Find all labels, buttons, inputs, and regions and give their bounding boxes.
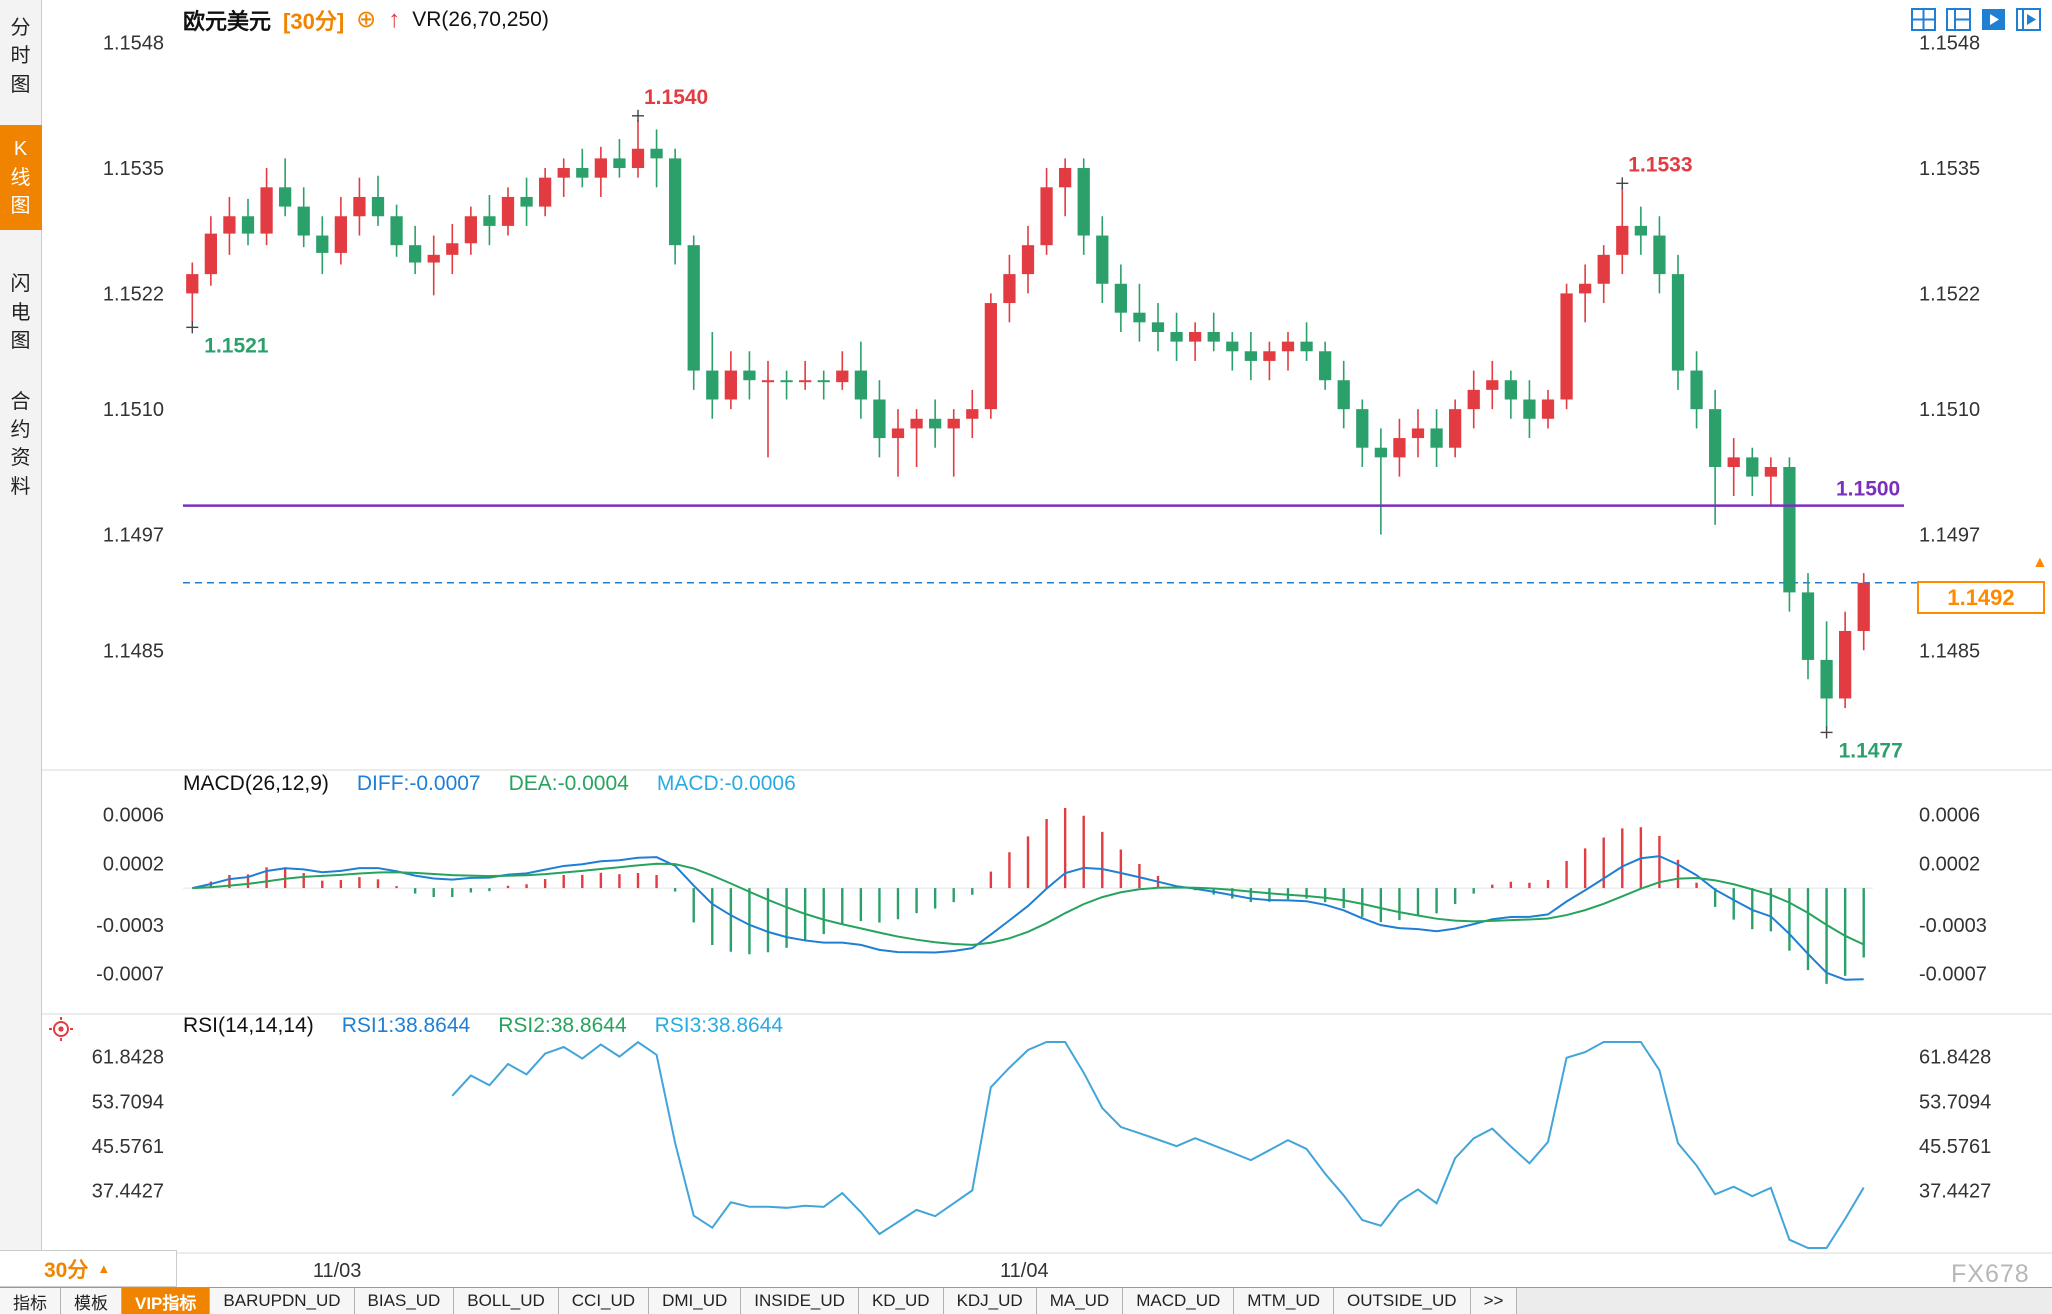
circle-plus-icon[interactable]: ⊕ (356, 6, 377, 33)
macd-diff-value: DIFF:-0.0007 (356, 772, 481, 795)
sidebar-item-contract-info[interactable]: 合约资料 (10, 390, 31, 498)
svg-text:53.7094: 53.7094 (92, 1091, 164, 1113)
svg-text:0.0006: 0.0006 (103, 805, 164, 827)
svg-text:1.1477: 1.1477 (1839, 739, 1903, 762)
footer-tab[interactable]: CCI_UD (558, 1288, 650, 1314)
rsi1-value: RSI1:38.8644 (341, 1014, 471, 1037)
last-price-box: 1.1492 (1917, 581, 2045, 614)
footer-tab[interactable]: OUTSIDE_UD (1333, 1288, 1471, 1314)
triangle-up-icon: ▲ (97, 1261, 111, 1276)
svg-text:45.5761: 45.5761 (92, 1136, 164, 1158)
svg-text:53.7094: 53.7094 (1919, 1091, 1991, 1113)
vr-indicator-label: VR(26,70,250) (412, 8, 549, 31)
svg-text:1.1535: 1.1535 (103, 158, 164, 180)
rsi3-value: RSI3:38.8644 (654, 1014, 784, 1037)
price-arrow-icon: ▲ (2032, 554, 2048, 571)
svg-text:1.1540: 1.1540 (644, 86, 708, 109)
target-icon[interactable] (48, 1016, 74, 1042)
play-icon[interactable] (1980, 6, 2007, 33)
macd-macd-value: MACD:-0.0006 (656, 772, 796, 795)
svg-text:1.1522: 1.1522 (103, 283, 164, 305)
svg-text:11/03: 11/03 (313, 1260, 362, 1282)
chart-toolbar (1910, 6, 2042, 33)
footer-tab[interactable]: MA_UD (1036, 1288, 1124, 1314)
arrow-up-icon: ↑ (388, 6, 401, 33)
footer-tab[interactable]: KD_UD (858, 1288, 944, 1314)
footer-tab[interactable]: BIAS_UD (354, 1288, 455, 1314)
svg-text:11/04: 11/04 (1000, 1260, 1049, 1282)
svg-text:1.1497: 1.1497 (103, 525, 164, 547)
footer-tab[interactable]: INSIDE_UD (741, 1288, 859, 1314)
watermark: FX678 (1951, 1260, 2030, 1288)
timeframe-selector[interactable]: 30分 ▲ (0, 1250, 177, 1287)
sidebar-item-kline-chart[interactable]: K线图 (0, 125, 42, 231)
svg-text:1.1548: 1.1548 (1919, 33, 1980, 55)
sidebar-item-time-chart[interactable]: 分时图 (10, 17, 31, 96)
layout-columns-icon[interactable] (1945, 6, 1972, 33)
svg-text:37.4427: 37.4427 (92, 1181, 164, 1203)
svg-text:37.4427: 37.4427 (1919, 1181, 1991, 1203)
svg-text:0.0002: 0.0002 (103, 854, 164, 876)
svg-text:-0.0007: -0.0007 (1919, 964, 1987, 986)
svg-text:1.1485: 1.1485 (103, 640, 164, 662)
svg-text:45.5761: 45.5761 (1919, 1136, 1991, 1158)
forward-icon[interactable] (2015, 6, 2042, 33)
macd-panel-header: MACD(26,12,9) DIFF:-0.0007 DEA:-0.0004 M… (183, 772, 796, 796)
layout-grid-icon[interactable] (1910, 6, 1937, 33)
svg-text:-0.0003: -0.0003 (96, 915, 164, 937)
svg-text:1.1522: 1.1522 (1919, 283, 1980, 305)
sidebar: 分时图 K线图闪电图合约资料 (0, 0, 42, 1250)
rsi-panel-header: RSI(14,14,14) RSI1:38.8644 RSI2:38.8644 … (183, 1014, 783, 1038)
footer-tab[interactable]: 模板 (61, 1288, 122, 1314)
svg-text:0.0002: 0.0002 (1919, 854, 1980, 876)
svg-text:1.1510: 1.1510 (103, 399, 164, 421)
macd-title: MACD(26,12,9) (183, 772, 329, 795)
footer-tabbar: 指标 模板 VIP指标 BARUPDN_UD BIAS_UD BOLL_UD CCI_UD D… (0, 1287, 2052, 1314)
svg-text:1.1485: 1.1485 (1919, 640, 1980, 662)
chart-canvas[interactable]: 1.1548 1.1548 1.1535 1.1535 1.1522 1.1522 1.15… (42, 0, 2052, 1314)
timeframe-selector-label: 30分 (44, 1258, 89, 1282)
footer-tab[interactable]: >> (1470, 1288, 1518, 1314)
footer-tab[interactable]: DMI_UD (649, 1288, 742, 1314)
svg-text:1.1500: 1.1500 (1836, 478, 1900, 501)
rsi2-value: RSI2:38.8644 (498, 1014, 627, 1037)
symbol-name: 欧元美元 (183, 9, 272, 34)
footer-tab[interactable]: MACD_UD (1123, 1288, 1235, 1314)
svg-text:1.1521: 1.1521 (204, 334, 269, 357)
footer-tab[interactable]: VIP指标 (122, 1288, 211, 1314)
macd-dea-value: DEA:-0.0004 (508, 772, 629, 795)
chart-header: 欧元美元 [30分] ⊕ ↑ VR(26,70,250) (183, 4, 549, 36)
rsi-title: RSI(14,14,14) (183, 1014, 314, 1037)
svg-text:1.1533: 1.1533 (1628, 153, 1692, 176)
svg-text:1.1535: 1.1535 (1919, 158, 1980, 180)
footer-tab[interactable]: 指标 (0, 1288, 61, 1314)
svg-text:61.8428: 61.8428 (1919, 1047, 1991, 1069)
svg-text:1.1548: 1.1548 (103, 33, 164, 55)
svg-text:-0.0003: -0.0003 (1919, 915, 1987, 937)
footer-tab[interactable]: KDJ_UD (943, 1288, 1037, 1314)
footer-tab[interactable]: MTM_UD (1234, 1288, 1334, 1314)
footer-tab[interactable]: BOLL_UD (454, 1288, 559, 1314)
svg-text:61.8428: 61.8428 (92, 1047, 164, 1069)
svg-text:1.1510: 1.1510 (1919, 399, 1980, 421)
footer-tab[interactable]: BARUPDN_UD (210, 1288, 355, 1314)
svg-text:0.0006: 0.0006 (1919, 805, 1980, 827)
sidebar-item-lightning-chart[interactable]: 闪电图 (10, 273, 31, 353)
timeframe-label: [30分] (283, 9, 345, 34)
svg-text:-0.0007: -0.0007 (96, 964, 164, 986)
svg-text:1.1497: 1.1497 (1919, 525, 1980, 547)
